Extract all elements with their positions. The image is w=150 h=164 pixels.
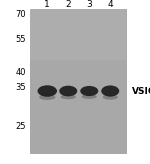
Text: 35: 35: [16, 83, 26, 92]
Ellipse shape: [39, 95, 56, 100]
Ellipse shape: [59, 86, 77, 96]
Ellipse shape: [101, 85, 119, 97]
Ellipse shape: [82, 94, 97, 99]
Text: 70: 70: [16, 10, 26, 19]
Ellipse shape: [103, 95, 118, 100]
Bar: [30, 9, 126, 60]
Text: 2: 2: [65, 0, 71, 9]
Bar: [30, 9, 126, 153]
Text: 25: 25: [16, 122, 26, 131]
Text: 55: 55: [16, 35, 26, 44]
Text: 1: 1: [44, 0, 50, 9]
Text: 40: 40: [16, 68, 26, 77]
Ellipse shape: [80, 86, 98, 96]
Ellipse shape: [61, 94, 76, 99]
Text: 3: 3: [86, 0, 92, 9]
Text: 4: 4: [107, 0, 113, 9]
Ellipse shape: [38, 85, 57, 97]
Text: VSIG2: VSIG2: [132, 87, 150, 95]
